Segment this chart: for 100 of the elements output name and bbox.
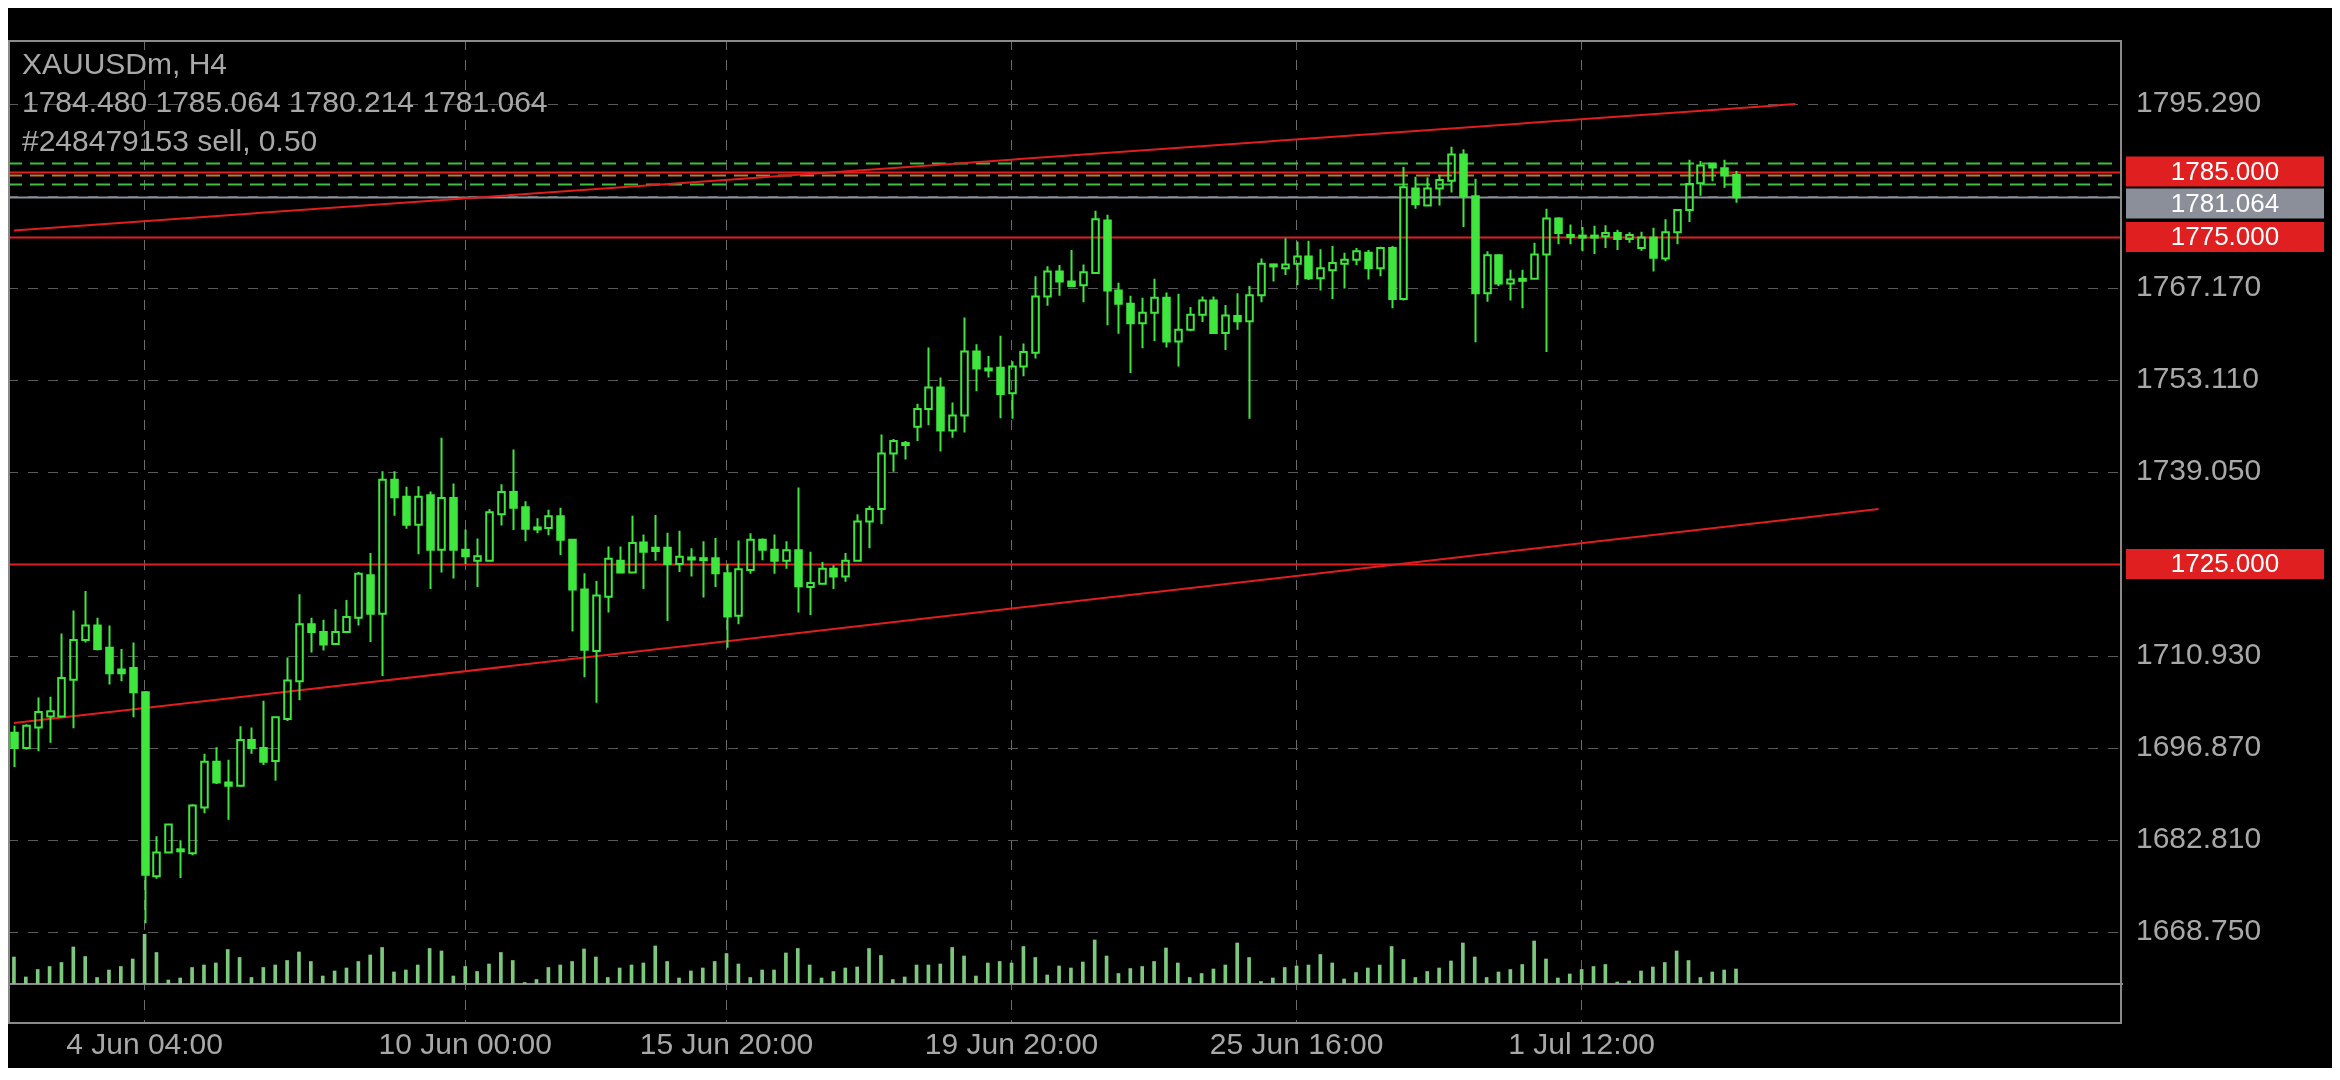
candlestick <box>734 539 743 626</box>
bar <box>1377 964 1382 984</box>
bar <box>1045 974 1050 984</box>
candlestick <box>331 608 340 645</box>
candlestick <box>604 545 613 614</box>
x-tick-label: 15 Jun 20:00 <box>639 1027 814 1061</box>
candlestick <box>628 514 637 574</box>
bar <box>938 963 943 984</box>
candlestick <box>592 580 601 704</box>
candlestick <box>1316 248 1325 292</box>
candlestick <box>1447 145 1456 194</box>
bar <box>297 951 301 984</box>
bar <box>1271 977 1275 984</box>
bar <box>1164 947 1168 984</box>
candlestick <box>960 316 969 434</box>
candlestick <box>1590 224 1599 255</box>
candlestick <box>1566 223 1575 246</box>
candlestick <box>69 609 78 730</box>
candlestick <box>1293 240 1302 287</box>
x-tick-label: 10 Jun 00:00 <box>378 1027 552 1061</box>
bar <box>1033 957 1038 984</box>
bar <box>83 956 88 984</box>
candlestick <box>853 513 862 562</box>
bar <box>1259 981 1263 984</box>
bar <box>879 955 883 984</box>
candlestick <box>271 716 280 782</box>
candlestick <box>437 436 446 574</box>
bar <box>760 969 764 984</box>
bar <box>475 971 479 984</box>
bar <box>1532 940 1536 984</box>
bar <box>1282 967 1287 984</box>
bar <box>855 966 859 984</box>
ref-line-label: 1725.000 <box>2170 548 2280 579</box>
bar <box>1366 967 1370 984</box>
bar <box>1461 942 1465 984</box>
bar <box>582 948 586 984</box>
bar <box>1639 970 1643 984</box>
candlestick <box>34 696 43 753</box>
bar <box>71 946 76 984</box>
bar <box>997 961 1002 984</box>
candlestick <box>176 839 185 880</box>
bar <box>784 952 788 984</box>
bar <box>214 962 218 984</box>
candlestick <box>924 346 933 427</box>
candlestick <box>283 656 292 723</box>
bar <box>1069 967 1073 984</box>
candlestick <box>378 470 387 677</box>
candlestick <box>1043 265 1052 307</box>
bar <box>380 947 384 984</box>
candlestick <box>1696 160 1705 197</box>
ref-line-label: 1785.000 <box>2170 155 2280 186</box>
bar <box>1449 960 1453 984</box>
candlestick <box>1340 251 1349 290</box>
bar <box>985 962 990 984</box>
bar <box>1710 971 1715 984</box>
candlestick <box>1221 303 1230 352</box>
text: 1784.480 1785.064 1780.214 1781.064 <box>22 85 548 118</box>
bar <box>594 956 598 984</box>
candlestick <box>1079 263 1088 304</box>
bar <box>1425 971 1430 984</box>
bar <box>1235 942 1240 984</box>
candlestick <box>57 632 66 718</box>
bar <box>95 977 99 984</box>
bar <box>487 963 491 984</box>
ref-line-label: #248479153 sell, 0.50 <box>22 124 318 158</box>
bar <box>1627 980 1631 984</box>
candlestick <box>295 593 304 702</box>
bar <box>1057 965 1061 984</box>
bar <box>653 945 658 984</box>
y-tick-label: 1696.870 <box>2136 729 2262 763</box>
bar <box>950 947 954 984</box>
candlestick <box>1578 226 1587 253</box>
candlestick <box>1008 360 1017 420</box>
bar <box>463 966 468 984</box>
candlestick <box>1601 224 1610 250</box>
bar <box>665 961 669 984</box>
bar <box>677 977 681 984</box>
bar <box>12 956 16 984</box>
candlestick <box>1518 268 1527 310</box>
candlestick <box>1542 207 1551 354</box>
candlestick <box>46 695 55 744</box>
candlestick <box>1399 165 1408 301</box>
candlestick <box>687 547 696 578</box>
bar <box>202 964 206 984</box>
bar <box>1472 956 1477 984</box>
bar <box>392 971 396 984</box>
y-tick-label: 1668.750 <box>2136 913 2262 947</box>
bar <box>843 967 848 984</box>
candlestick <box>865 504 874 550</box>
bar <box>1176 962 1180 984</box>
y-tick-label: 1795.290 <box>2136 85 2262 119</box>
candlestick <box>1281 237 1290 276</box>
bar <box>510 960 515 984</box>
bar <box>1128 968 1133 984</box>
candlestick <box>152 835 161 880</box>
candlestick <box>1435 173 1444 207</box>
y-tick-label: 1710.930 <box>2136 637 2262 671</box>
bar <box>1437 967 1441 984</box>
bar <box>23 976 28 984</box>
bar <box>1330 962 1335 984</box>
